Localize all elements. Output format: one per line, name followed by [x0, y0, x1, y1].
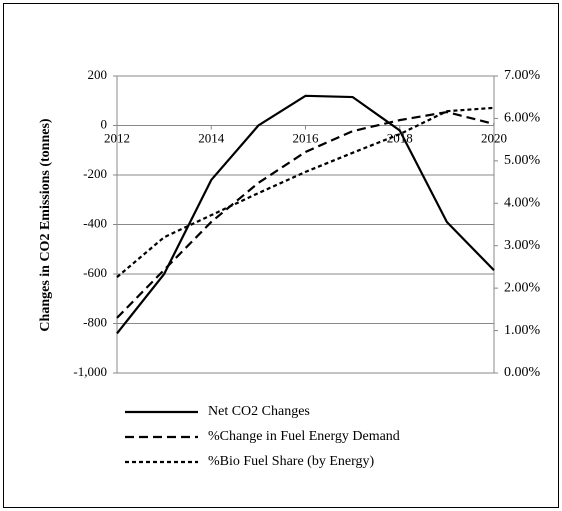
y2-tick-label: 4.00%	[504, 196, 541, 211]
y2-tick-label: 0.00%	[504, 365, 541, 380]
y-tick-label: -1,000	[73, 364, 107, 379]
series-line	[116, 106, 495, 278]
frame	[3, 3, 559, 508]
legend-label: Net CO2 Changes	[208, 404, 310, 419]
y-tick-label: -800	[83, 314, 107, 329]
y2-tick-label: 3.00%	[504, 238, 541, 253]
series-line	[116, 110, 495, 319]
y2-tick-label: 6.00%	[504, 111, 541, 126]
x-tick-label: 2014	[198, 130, 225, 145]
y-tick-label: -200	[83, 166, 107, 181]
y2-tick-label: 7.00%	[504, 68, 541, 83]
series-line	[116, 94, 495, 335]
y-tick-label: -400	[83, 215, 107, 230]
legend-label: %Bio Fuel Share (by Energy)	[208, 454, 374, 469]
x-tick-label: 2012	[104, 130, 130, 145]
legend-label: %Change in Fuel Energy Demand	[208, 429, 400, 444]
x-tick-label: 2020	[481, 130, 507, 145]
y-tick-label: 0	[101, 116, 108, 131]
y-axis-label: Changes in CO2 Emissions (tonnes)	[38, 118, 53, 331]
y-tick-label: 200	[88, 67, 108, 82]
y2-tick-label: 2.00%	[504, 280, 541, 295]
y2-tick-label: 5.00%	[504, 153, 541, 168]
x-tick-label: 2016	[293, 130, 320, 145]
y-tick-label: -600	[83, 265, 107, 280]
y2-tick-label: 1.00%	[504, 323, 541, 338]
